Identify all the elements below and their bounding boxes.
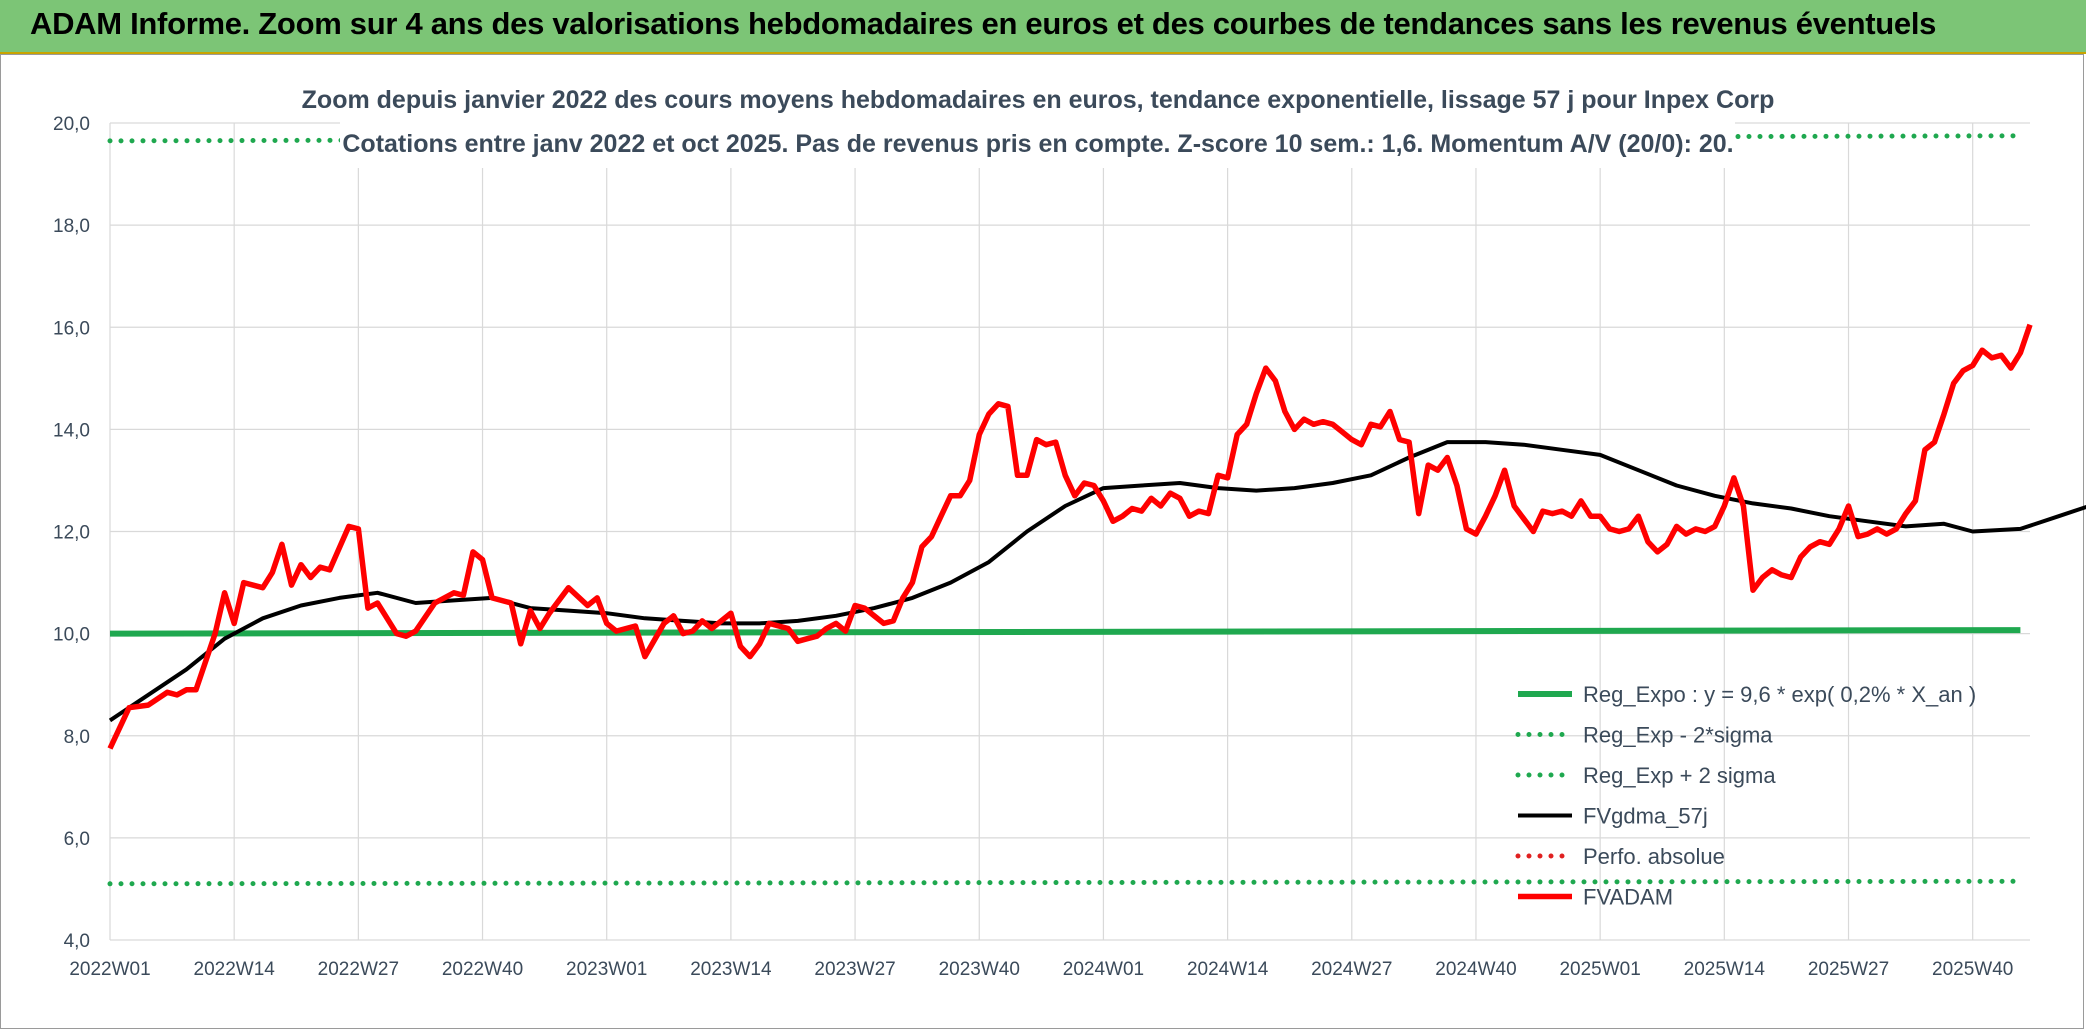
grid-lines: [109, 122, 2030, 941]
x-tick-label: 2023W27: [814, 959, 895, 980]
x-tick-label: 2023W01: [566, 959, 647, 980]
y-tick-label: 16,0: [53, 318, 90, 339]
chart-title: Zoom depuis janvier 2022 des cours moyen…: [302, 86, 1775, 114]
x-tick-label: 2024W27: [1311, 959, 1392, 980]
legend-label: Reg_Exp + 2 sigma: [1583, 763, 1776, 788]
chart-legend: Reg_Expo : y = 9,6 * exp( 0,2% * X_an ) R…: [1515, 682, 1976, 910]
chart-subtitle: Cotations entre janv 2022 et oct 2025. P…: [342, 130, 1733, 158]
x-tick-label: 2023W14: [690, 959, 772, 980]
x-tick-label: 2022W27: [318, 959, 399, 980]
y-tick-label: 6,0: [64, 829, 90, 850]
x-tick-label: 2024W14: [1187, 959, 1269, 980]
banner-title: ADAM Informe. Zoom sur 4 ans des valoris…: [30, 6, 1937, 41]
y-tick-label: 18,0: [53, 216, 90, 237]
series-lines: [107, 133, 2086, 887]
x-tick-label: 2022W01: [69, 959, 150, 980]
x-axis-ticks: 2022W01 2022W14 2022W27 2022W40 2023W01 2023W…: [69, 959, 2013, 980]
x-tick-label: 2022W14: [194, 959, 276, 980]
x-tick-label: 2025W40: [1932, 959, 2013, 980]
report-banner: ADAM Informe. Zoom sur 4 ans des valoris…: [0, 0, 2086, 54]
x-tick-label: 2024W40: [1435, 959, 1516, 980]
legend-label: FVgdma_57j: [1583, 804, 1708, 829]
x-tick-label: 2024W01: [1063, 959, 1144, 980]
x-tick-label: 2025W01: [1559, 959, 1640, 980]
y-tick-label: 12,0: [53, 523, 90, 544]
y-tick-label: 8,0: [64, 727, 90, 748]
x-tick-label: 2022W40: [442, 959, 523, 980]
legend-label: Perfo. absolue: [1583, 844, 1725, 869]
y-tick-label: 14,0: [53, 420, 90, 441]
legend-label: Reg_Expo : y = 9,6 * exp( 0,2% * X_an ): [1583, 682, 1976, 707]
y-tick-label: 10,0: [53, 625, 90, 646]
chart-frame: [0, 54, 2084, 1029]
series-line-5: [107, 323, 2033, 750]
x-tick-label: 2025W27: [1808, 959, 1889, 980]
series-line-0: [109, 627, 2021, 637]
title-background: [340, 76, 1735, 168]
x-tick-label: 2023W40: [939, 959, 1020, 980]
legend-label: Reg_Exp - 2*sigma: [1583, 723, 1773, 748]
x-tick-label: 2025W14: [1684, 959, 1766, 980]
legend-label: FVADAM: [1583, 885, 1673, 910]
series-line-3: [108, 440, 2086, 723]
series-line-1: [107, 878, 2023, 887]
y-axis-ticks: 4,0 6,0 8,0 10,0 12,0 14,0 16,0 18,0 20,0: [53, 114, 90, 952]
y-tick-label: 4,0: [64, 931, 90, 952]
y-tick-label: 20,0: [53, 114, 90, 135]
